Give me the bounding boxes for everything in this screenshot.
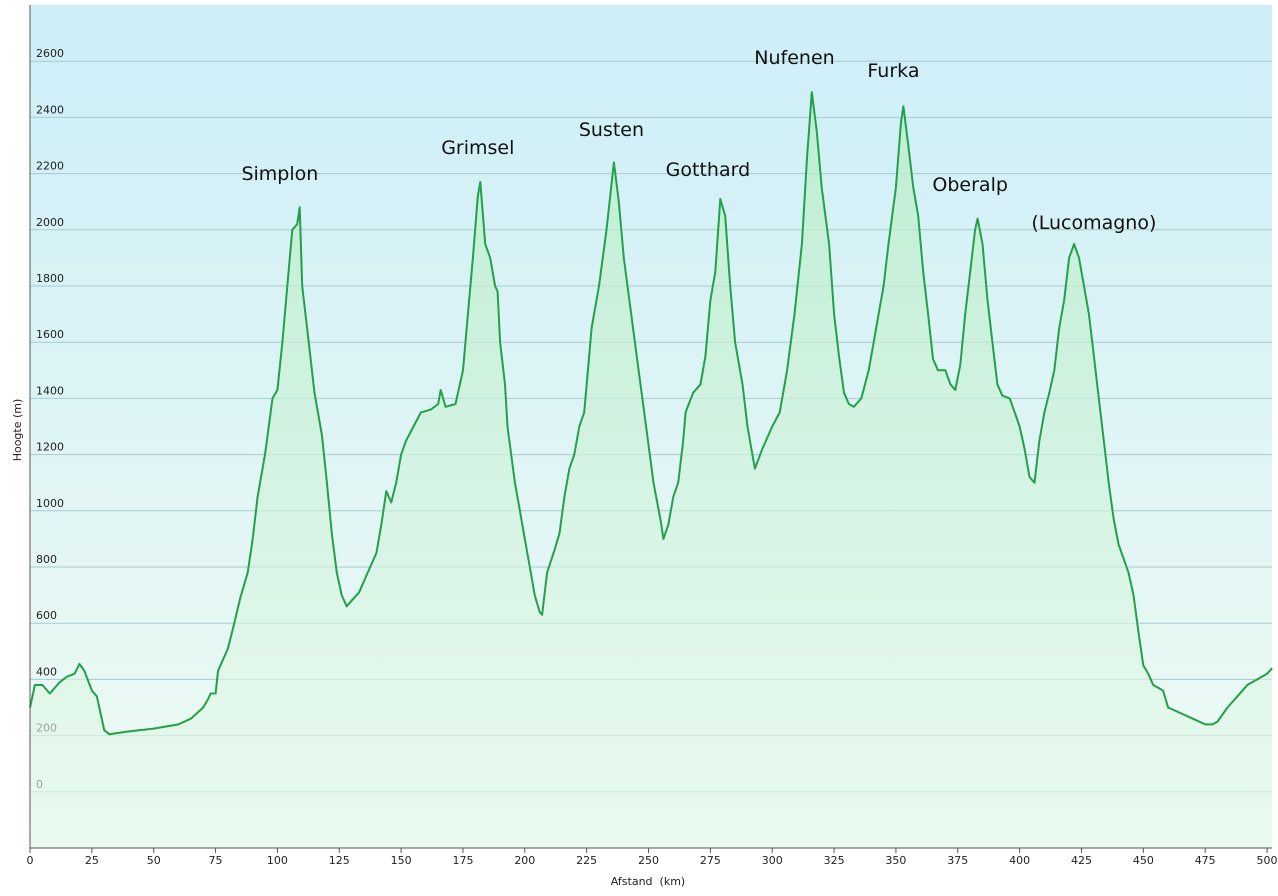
x-tick-label: 325 — [824, 854, 845, 867]
y-tick-label: 2400 — [36, 103, 64, 116]
x-tick-label: 25 — [85, 854, 99, 867]
x-tick-label: 100 — [267, 854, 288, 867]
x-tick-label: 150 — [391, 854, 412, 867]
pass-label: Susten — [579, 119, 644, 141]
x-tick-label: 475 — [1195, 854, 1216, 867]
y-axis-label: Hoogte (m) — [11, 399, 24, 462]
x-tick-label: 375 — [947, 854, 968, 867]
x-tick-label: 125 — [329, 854, 350, 867]
pass-label: Oberalp — [932, 174, 1008, 196]
x-tick-label: 200 — [514, 854, 535, 867]
x-tick-label: 250 — [638, 854, 659, 867]
x-tick-label: 75 — [209, 854, 223, 867]
y-tick-label: 400 — [36, 665, 57, 678]
y-tick-label: 1200 — [36, 441, 64, 454]
x-tick-label: 225 — [576, 854, 597, 867]
x-tick-label: 300 — [762, 854, 783, 867]
y-tick-label: 2200 — [36, 160, 64, 173]
y-tick-label: 600 — [36, 609, 57, 622]
y-tick-label: 1000 — [36, 497, 64, 510]
x-axis-label: Afstand (km) — [611, 875, 685, 888]
x-tick-label: 500 — [1257, 854, 1278, 867]
pass-label: Furka — [867, 60, 919, 82]
x-tick-label: 275 — [700, 854, 721, 867]
y-tick-label: 1600 — [36, 328, 64, 341]
pass-label: Gotthard — [666, 159, 750, 181]
x-tick-label: 350 — [885, 854, 906, 867]
y-tick-label: 800 — [36, 553, 57, 566]
x-tick-label: 400 — [1009, 854, 1030, 867]
y-tick-label: 2600 — [36, 47, 64, 60]
x-tick-label: 425 — [1071, 854, 1092, 867]
pass-label: Simplon — [241, 163, 318, 185]
x-tick-label: 450 — [1133, 854, 1154, 867]
x-tick-label: 175 — [452, 854, 473, 867]
pass-label: Nufenen — [754, 47, 834, 69]
y-tick-label: 1800 — [36, 272, 64, 285]
x-tick-label: 0 — [27, 854, 34, 867]
y-tick-label: 2000 — [36, 216, 64, 229]
pass-label: (Lucomagno) — [1031, 212, 1156, 234]
elevation-line — [29, 91, 1273, 736]
x-tick-label: 50 — [147, 854, 161, 867]
y-tick-label: 1400 — [36, 384, 64, 397]
pass-label: Grimsel — [441, 137, 514, 159]
